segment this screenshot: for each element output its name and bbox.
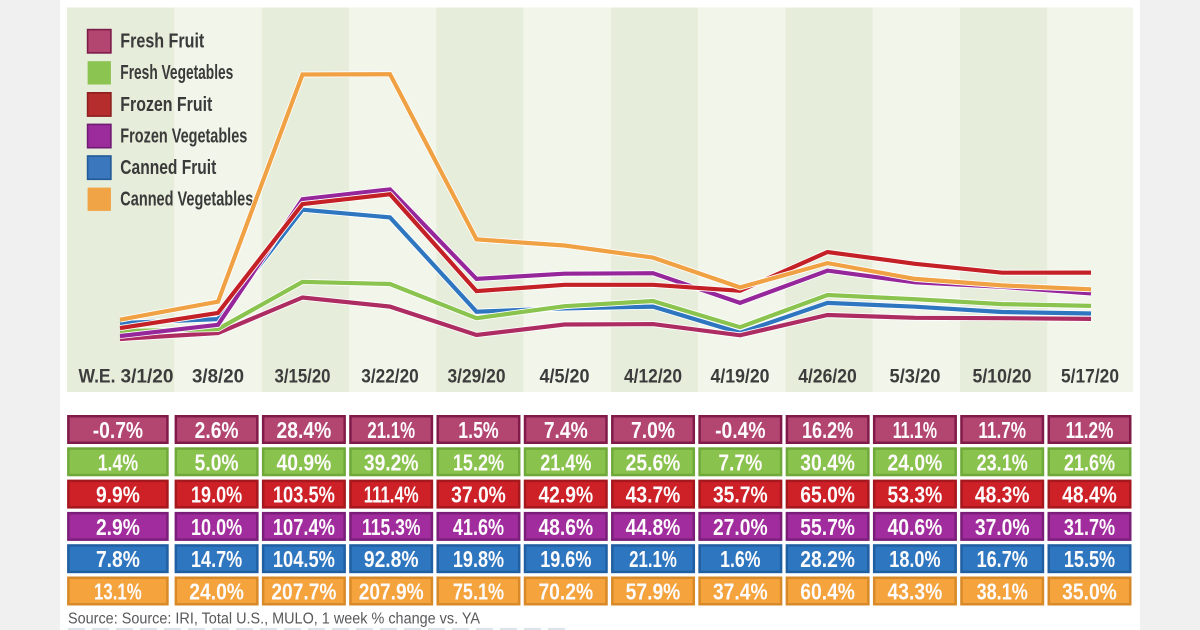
svg-text:23.1%: 23.1% [977,449,1028,475]
svg-text:37.4%: 37.4% [713,579,768,605]
svg-text:10.0%: 10.0% [191,514,242,540]
svg-text:48.6%: 48.6% [538,514,593,540]
svg-text:104.5%: 104.5% [273,546,335,572]
svg-text:7.8%: 7.8% [96,546,140,572]
svg-text:31.7%: 31.7% [1064,514,1115,540]
svg-text:21.4%: 21.4% [540,449,591,475]
svg-text:7.0%: 7.0% [631,417,675,443]
svg-text:5/3/20: 5/3/20 [890,367,941,388]
svg-text:57.9%: 57.9% [626,579,681,605]
svg-text:1.6%: 1.6% [720,546,760,572]
svg-text:28.4%: 28.4% [277,417,332,443]
svg-text:48.3%: 48.3% [975,482,1030,508]
svg-text:21.6%: 21.6% [1064,449,1115,475]
svg-text:27.0%: 27.0% [713,514,768,540]
svg-text:3/22/20: 3/22/20 [361,367,419,388]
svg-text:41.6%: 41.6% [453,514,504,540]
svg-text:115.3%: 115.3% [362,514,421,540]
svg-text:35.0%: 35.0% [1062,579,1117,605]
svg-text:28.2%: 28.2% [800,546,855,572]
svg-text:Fresh Fruit: Fresh Fruit [120,30,204,53]
svg-text:11.2%: 11.2% [1066,417,1114,443]
svg-text:2.6%: 2.6% [195,417,239,443]
svg-text:35.7%: 35.7% [713,482,768,508]
svg-text:24.0%: 24.0% [189,579,244,605]
svg-text:70.2%: 70.2% [538,579,593,605]
svg-text:4/5/20: 4/5/20 [540,367,590,388]
svg-text:15.2%: 15.2% [453,449,504,475]
svg-text:7.7%: 7.7% [718,449,762,475]
svg-text:11.7%: 11.7% [978,417,1026,443]
svg-text:Source: Source: IRI, Total U.S: Source: Source: IRI, Total U.S., MULO, 1… [68,611,481,628]
svg-text:21.1%: 21.1% [629,546,677,572]
svg-text:16.2%: 16.2% [802,417,853,443]
svg-text:18.0%: 18.0% [889,546,940,572]
svg-text:W.E.: W.E. [79,367,116,388]
svg-text:39.2%: 39.2% [364,449,419,475]
svg-text:9.9%: 9.9% [96,482,140,508]
svg-text:3/15/20: 3/15/20 [275,367,331,388]
svg-text:207.7%: 207.7% [271,579,336,605]
svg-text:42.9%: 42.9% [538,482,593,508]
svg-text:207.9%: 207.9% [359,579,424,605]
svg-text:24.0%: 24.0% [888,449,943,475]
svg-text:11.1%: 11.1% [893,417,937,443]
svg-text:111.4%: 111.4% [364,482,419,508]
svg-text:-0.4%: -0.4% [715,417,765,443]
svg-text:40.9%: 40.9% [277,449,332,475]
svg-text:55.7%: 55.7% [800,514,855,540]
svg-text:4/19/20: 4/19/20 [711,367,770,388]
svg-text:43.7%: 43.7% [626,482,681,508]
svg-text:37.0%: 37.0% [975,514,1030,540]
svg-text:Canned Fruit: Canned Fruit [120,156,216,179]
svg-text:5.0%: 5.0% [195,449,239,475]
svg-text:3/8/20: 3/8/20 [192,367,244,388]
svg-text:103.5%: 103.5% [273,482,335,508]
svg-text:19.8%: 19.8% [453,546,504,572]
svg-text:7.4%: 7.4% [544,417,588,443]
svg-text:-0.7%: -0.7% [93,417,143,443]
svg-text:53.3%: 53.3% [888,482,943,508]
svg-text:5/10/20: 5/10/20 [973,367,1032,388]
svg-text:4/12/20: 4/12/20 [624,367,682,388]
svg-text:5/17/20: 5/17/20 [1061,367,1119,388]
svg-text:21.1%: 21.1% [367,417,415,443]
svg-text:15.5%: 15.5% [1064,546,1115,572]
svg-text:44.8%: 44.8% [626,514,681,540]
svg-text:48.4%: 48.4% [1062,482,1117,508]
svg-text:14.7%: 14.7% [191,546,242,572]
svg-text:107.4%: 107.4% [273,514,335,540]
svg-text:13.1%: 13.1% [94,579,142,605]
svg-text:65.0%: 65.0% [800,482,855,508]
svg-text:16.7%: 16.7% [977,546,1028,572]
svg-text:37.0%: 37.0% [451,482,506,508]
svg-text:75.1%: 75.1% [453,579,504,605]
svg-text:92.8%: 92.8% [364,546,419,572]
svg-text:3/29/20: 3/29/20 [448,367,506,388]
svg-text:2.9%: 2.9% [96,514,140,540]
svg-text:1.5%: 1.5% [458,417,498,443]
svg-text:30.4%: 30.4% [800,449,855,475]
svg-text:Frozen Fruit: Frozen Fruit [120,93,212,116]
svg-text:43.3%: 43.3% [888,579,943,605]
svg-text:60.4%: 60.4% [800,579,855,605]
svg-text:19.0%: 19.0% [191,482,242,508]
svg-text:Fresh Vegetables: Fresh Vegetables [120,61,233,84]
svg-text:25.6%: 25.6% [626,449,681,475]
svg-text:Canned Vegetables: Canned Vegetables [120,188,253,211]
svg-text:4/26/20: 4/26/20 [798,367,857,388]
svg-text:1.4%: 1.4% [98,449,138,475]
svg-text:40.6%: 40.6% [888,514,943,540]
svg-text:19.6%: 19.6% [540,546,591,572]
svg-text:Frozen Vegetables: Frozen Vegetables [120,124,247,147]
svg-text:3/1/20: 3/1/20 [121,367,174,388]
svg-text:38.1%: 38.1% [977,579,1028,605]
